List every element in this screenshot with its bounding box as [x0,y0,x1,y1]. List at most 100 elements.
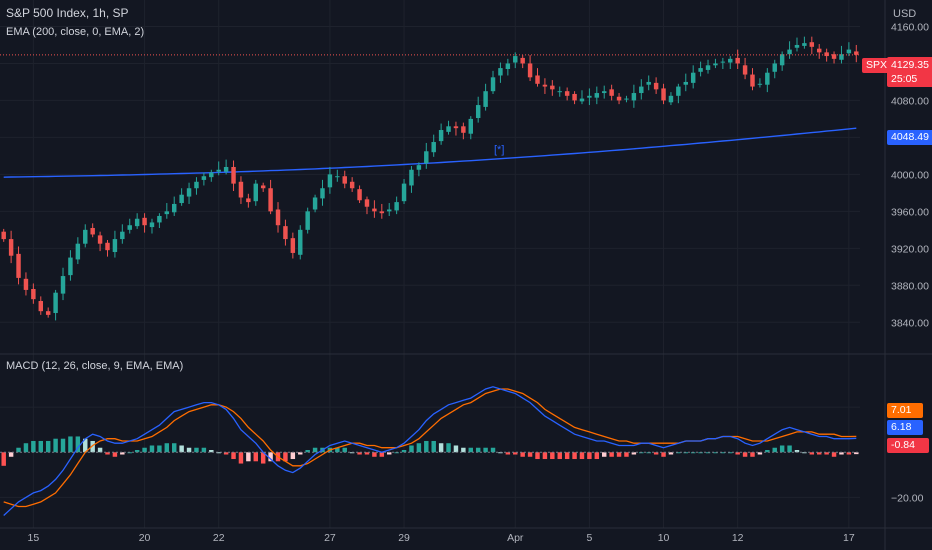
histogram-bar [631,452,637,455]
histogram-bar [83,438,88,453]
candle-body [223,166,229,172]
histogram-bar [809,452,815,455]
ema-legend[interactable]: EMA (200, close, 0, EMA, 2) [6,26,144,38]
candle-body [327,174,333,188]
histogram-bar [387,452,392,455]
histogram-bar [357,452,362,455]
candle-body [53,292,58,314]
candle-body [616,96,622,101]
chart-marker-text: [*] [494,144,505,156]
candle-body [105,242,110,251]
candle-body [401,183,407,202]
histogram-bar [831,452,837,457]
candle-body [550,85,555,90]
candle-body [179,194,184,204]
macd-line [3,386,857,516]
candle-body [238,181,244,198]
candle-body [90,227,95,235]
candle-body [357,189,362,201]
time-tick-label: 15 [28,532,40,544]
candle-body [127,225,132,230]
histogram-bar [757,452,763,455]
candle-body [631,93,637,101]
candle-body [45,311,51,315]
candle-body [787,49,792,55]
candle-body [164,211,170,215]
candle-body [653,82,659,90]
candle-body [794,44,800,48]
candle-body [172,203,177,213]
candle-body [246,198,251,203]
candle-body [16,253,21,278]
chart-marker[interactable]: [*] [494,144,504,156]
histogram-bar [268,452,273,462]
candle-body [557,91,562,93]
ema-value-text: 4048.49 [891,131,929,143]
candle-body [676,86,681,96]
candle-body [809,42,815,47]
histogram-bar [720,452,726,454]
candle-body [505,63,511,70]
candle-body [461,126,466,133]
hist-value-text: -0.84 [891,439,915,451]
histogram-bar [223,452,229,455]
candle-body [587,95,592,98]
time-tick-label: 12 [732,532,744,544]
histogram-bar [172,443,177,453]
histogram-bar [45,440,51,453]
candle-body [690,72,696,83]
candle-body [342,176,347,184]
histogram-bar [142,447,147,453]
candle-body [453,126,459,129]
candle-body [683,81,688,85]
candle-body [527,63,533,78]
candle-body [446,126,451,132]
candle-body [735,57,740,64]
symbol-legend[interactable]: S&P 500 Index, 1h, SP [6,6,129,20]
ema-200-line [3,127,857,178]
candle-body [38,301,43,312]
candle-body [298,229,303,255]
candle-body [772,63,777,72]
histogram-bar [779,445,785,453]
candle-body [231,166,236,184]
candle-body [668,95,674,103]
candle-body [705,65,711,70]
histogram-bar [305,450,310,453]
signal-value-badge: 7.01 [887,403,923,418]
histogram-bar [194,447,199,453]
histogram-bar [468,447,473,453]
histogram-bar [594,452,600,460]
ema-legend-label: EMA (200, close, 0, EMA, 2) [6,26,145,38]
candle-body [8,239,14,256]
histogram-bar [572,452,577,460]
histogram-bar [335,447,340,453]
time-tick-label: 5 [586,532,592,544]
candle-body [320,188,325,199]
candle-body [31,288,36,300]
last-price-value: 4129.35 [891,59,929,71]
candle-body [661,88,666,101]
histogram-bar [535,452,540,460]
candle-body [535,75,540,84]
histogram-bar [564,452,570,460]
price-tick-label: 3960.00 [891,206,929,218]
candle-body [23,278,29,290]
candle-body [157,215,162,223]
histogram-bar [105,452,110,455]
macd-legend[interactable]: MACD (12, 26, close, 9, EMA, EMA) [6,360,183,372]
histogram-bar [728,452,733,454]
candle-body [83,229,88,244]
candle-body [142,217,147,226]
candle-body [283,226,288,240]
histogram-bar [290,452,296,460]
candle-body [349,181,355,189]
candle-body [572,93,577,101]
histogram-bar [661,452,666,457]
histogram-bar [134,450,140,453]
candle-body [542,84,548,87]
histogram-bar [16,447,21,453]
histogram-bar [742,452,748,457]
histogram-bar [824,452,829,455]
